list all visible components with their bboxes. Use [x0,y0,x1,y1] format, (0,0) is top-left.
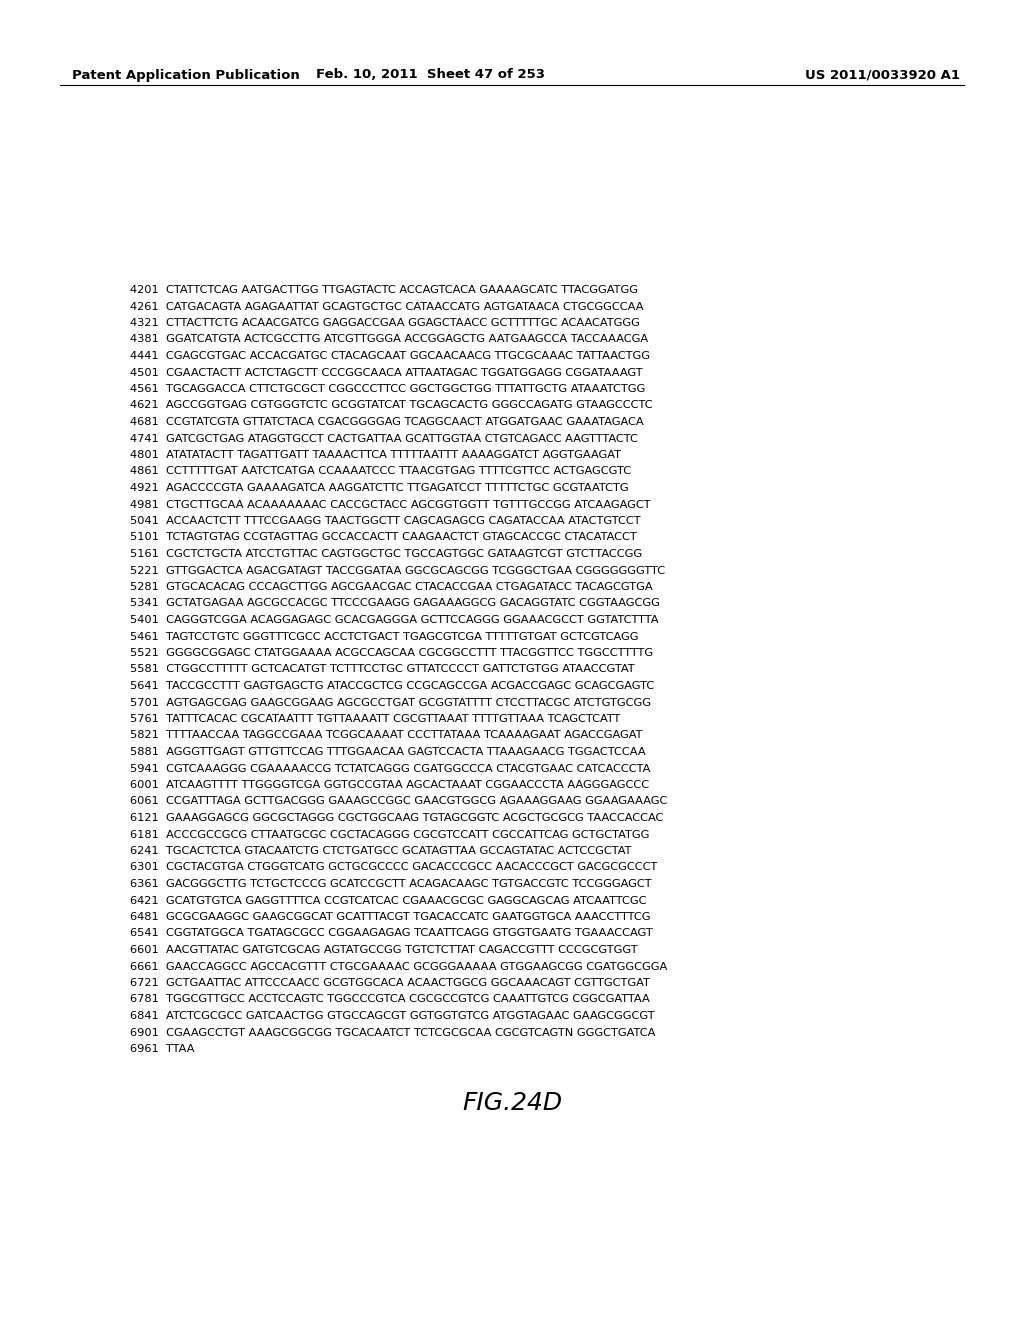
Text: 6661  GAACCAGGCC AGCCACGTTT CTGCGAAAAC GCGGGAAAAA GTGGAAGCGG CGATGGCGGA: 6661 GAACCAGGCC AGCCACGTTT CTGCGAAAAC GC… [130,961,668,972]
Text: 5341  GCTATGAGAA AGCGCCACGC TTCCCGAAGG GAGAAAGGCG GACAGGTATC CGGTAAGCGG: 5341 GCTATGAGAA AGCGCCACGC TTCCCGAAGG GA… [130,598,659,609]
Text: 4741  GATCGCTGAG ATAGGTGCCT CACTGATTAA GCATTGGTAA CTGTCAGACC AAGTTTACTC: 4741 GATCGCTGAG ATAGGTGCCT CACTGATTAA GC… [130,433,638,444]
Text: 5221  GTTGGACTCA AGACGATAGT TACCGGATAA GGCGCAGCGG TCGGGCTGAA CGGGGGGGTTC: 5221 GTTGGACTCA AGACGATAGT TACCGGATAA GG… [130,565,666,576]
Text: 6061  CCGATTTAGA GCTTGACGGG GAAAGCCGGC GAACGTGGCG AGAAAGGAAG GGAAGAAAGC: 6061 CCGATTTAGA GCTTGACGGG GAAAGCCGGC GA… [130,796,668,807]
Text: Feb. 10, 2011  Sheet 47 of 253: Feb. 10, 2011 Sheet 47 of 253 [315,69,545,82]
Text: 4261  CATGACAGTA AGAGAATTAT GCAGTGCTGC CATAACCATG AGTGATAACA CTGCGGCCAA: 4261 CATGACAGTA AGAGAATTAT GCAGTGCTGC CA… [130,301,643,312]
Text: 6241  TGCACTCTCA GTACAATCTG CTCTGATGCC GCATAGTTAA GCCAGTATAC ACTCCGCTAT: 6241 TGCACTCTCA GTACAATCTG CTCTGATGCC GC… [130,846,632,855]
Text: 4381  GGATCATGTA ACTCGCCTTG ATCGTTGGGA ACCGGAGCTG AATGAAGCCA TACCAAACGA: 4381 GGATCATGTA ACTCGCCTTG ATCGTTGGGA AC… [130,334,648,345]
Text: 6841  ATCTCGCGCC GATCAACTGG GTGCCAGCGT GGTGGTGTCG ATGGTAGAAC GAAGCGGCGT: 6841 ATCTCGCGCC GATCAACTGG GTGCCAGCGT GG… [130,1011,654,1020]
Text: 5461  TAGTCCTGTC GGGTTTCGCC ACCTCTGACT TGAGCGTCGA TTTTTGTGAT GCTCGTCAGG: 5461 TAGTCCTGTC GGGTTTCGCC ACCTCTGACT TG… [130,631,639,642]
Text: 4201  CTATTCTCAG AATGACTTGG TTGAGTACTC ACCAGTCACA GAAAAGCATC TTACGGATGG: 4201 CTATTCTCAG AATGACTTGG TTGAGTACTC AC… [130,285,638,294]
Text: 4561  TGCAGGACCA CTTCTGCGCT CGGCCCTTCC GGCTGGCTGG TTTATTGCTG ATAAATCTGG: 4561 TGCAGGACCA CTTCTGCGCT CGGCCCTTCC GG… [130,384,645,393]
Text: Patent Application Publication: Patent Application Publication [72,69,300,82]
Text: 5881  AGGGTTGAGT GTTGTTCCAG TTTGGAACAA GAGTCCACTA TTAAAGAACG TGGACTCCAA: 5881 AGGGTTGAGT GTTGTTCCAG TTTGGAACAA GA… [130,747,645,756]
Text: 4921  AGACCCCGTA GAAAAGATCA AAGGATCTTC TTGAGATCCT TTTTTCTGC GCGTAATCTG: 4921 AGACCCCGTA GAAAAGATCA AAGGATCTTC TT… [130,483,629,492]
Text: 4441  CGAGCGTGAC ACCACGATGC CTACAGCAAT GGCAACAACG TTGCGCAAAC TATTAACTGG: 4441 CGAGCGTGAC ACCACGATGC CTACAGCAAT GG… [130,351,650,360]
Text: 5581  CTGGCCTTTTT GCTCACATGT TCTTTCCTGC GTTATCCCCT GATTCTGTGG ATAACCGTAT: 5581 CTGGCCTTTTT GCTCACATGT TCTTTCCTGC G… [130,664,635,675]
Text: 5041  ACCAACTCTT TTTCCGAAGG TAACTGGCTT CAGCAGAGCG CAGATACCAA ATACTGTCCT: 5041 ACCAACTCTT TTTCCGAAGG TAACTGGCTT CA… [130,516,641,525]
Text: 4621  AGCCGGTGAG CGTGGGTCTC GCGGTATCAT TGCAGCACTG GGGCCAGATG GTAAGCCCTC: 4621 AGCCGGTGAG CGTGGGTCTC GCGGTATCAT TG… [130,400,652,411]
Text: 4801  ATATATACTT TAGATTGATT TAAAACTTCA TTTTTAATTT AAAAGGATCT AGGTGAAGAT: 4801 ATATATACTT TAGATTGATT TAAAACTTCA TT… [130,450,621,459]
Text: 6601  AACGTTATAC GATGTCGCAG AGTATGCCGG TGTCTCTTAT CAGACCGTTT CCCGCGTGGT: 6601 AACGTTATAC GATGTCGCAG AGTATGCCGG TG… [130,945,638,954]
Text: 5401  CAGGGTCGGA ACAGGAGAGC GCACGAGGGA GCTTCCAGGG GGAAACGCCT GGTATCTTTA: 5401 CAGGGTCGGA ACAGGAGAGC GCACGAGGGA GC… [130,615,658,624]
Text: 5701  AGTGAGCGAG GAAGCGGAAG AGCGCCTGAT GCGGTATTTT CTCCTTACGC ATCTGTGCGG: 5701 AGTGAGCGAG GAAGCGGAAG AGCGCCTGAT GC… [130,697,651,708]
Text: 5821  TTTTAACCAA TAGGCCGAAA TCGGCAAAAT CCCTTATAAA TCAAAAGAAT AGACCGAGAT: 5821 TTTTAACCAA TAGGCCGAAA TCGGCAAAAT CC… [130,730,642,741]
Text: 5101  TCTAGTGTAG CCGTAGTTAG GCCACCACTT CAAGAACTCT GTAGCACCGC CTACATACCT: 5101 TCTAGTGTAG CCGTAGTTAG GCCACCACTT CA… [130,532,637,543]
Text: 4681  CCGTATCGTA GTTATCTACA CGACGGGGAG TCAGGCAACT ATGGATGAAC GAAATAGACA: 4681 CCGTATCGTA GTTATCTACA CGACGGGGAG TC… [130,417,644,426]
Text: 4321  CTTACTTCTG ACAACGATCG GAGGACCGAA GGAGCTAACC GCTTTTTGC ACAACATGGG: 4321 CTTACTTCTG ACAACGATCG GAGGACCGAA GG… [130,318,640,327]
Text: 6121  GAAAGGAGCG GGCGCTAGGG CGCTGGCAAG TGTAGCGGTC ACGCTGCGCG TAACCACCAC: 6121 GAAAGGAGCG GGCGCTAGGG CGCTGGCAAG TG… [130,813,664,822]
Text: 5761  TATTTCACAC CGCATAATTT TGTTAAAATT CGCGTTAAAT TTTTGTTAAA TCAGCTCATT: 5761 TATTTCACAC CGCATAATTT TGTTAAAATT CG… [130,714,621,723]
Text: 5281  GTGCACACAG CCCAGCTTGG AGCGAACGAC CTACACCGAA CTGAGATACC TACAGCGTGA: 5281 GTGCACACAG CCCAGCTTGG AGCGAACGAC CT… [130,582,652,591]
Text: 6361  GACGGGCTTG TCTGCTCCCG GCATCCGCTT ACAGACAAGC TGTGACCGTC TCCGGGAGCT: 6361 GACGGGCTTG TCTGCTCCCG GCATCCGCTT AC… [130,879,651,888]
Text: 6301  CGCTACGTGA CTGGGTCATG GCTGCGCCCC GACACCCGCC AACACCCGCT GACGCGCCCT: 6301 CGCTACGTGA CTGGGTCATG GCTGCGCCCC GA… [130,862,657,873]
Text: FIG.24D: FIG.24D [462,1092,562,1115]
Text: 4501  CGAACTACTT ACTCTAGCTT CCCGGCAACA ATTAATAGAC TGGATGGAGG CGGATAAAGT: 4501 CGAACTACTT ACTCTAGCTT CCCGGCAACA AT… [130,367,643,378]
Text: 6961  TTAA: 6961 TTAA [130,1044,195,1053]
Text: 5521  GGGGCGGAGC CTATGGAAAA ACGCCAGCAA CGCGGCCTTT TTACGGTTCC TGGCCTTTTG: 5521 GGGGCGGAGC CTATGGAAAA ACGCCAGCAA CG… [130,648,653,657]
Text: 6481  GCGCGAAGGC GAAGCGGCAT GCATTTACGT TGACACCATC GAATGGTGCA AAACCTTTCG: 6481 GCGCGAAGGC GAAGCGGCAT GCATTTACGT TG… [130,912,650,921]
Text: 6781  TGGCGTTGCC ACCTCCAGTC TGGCCCGTCA CGCGCCGTCG CAAATTGTCG CGGCGATTAA: 6781 TGGCGTTGCC ACCTCCAGTC TGGCCCGTCA CG… [130,994,650,1005]
Text: 6541  CGGTATGGCA TGATAGCGCC CGGAAGAGAG TCAATTCAGG GTGGTGAATG TGAAACCAGT: 6541 CGGTATGGCA TGATAGCGCC CGGAAGAGAG TC… [130,928,652,939]
Text: 6721  GCTGAATTAC ATTCCCAACC GCGTGGCACA ACAACTGGCG GGCAAACAGT CGTTGCTGAT: 6721 GCTGAATTAC ATTCCCAACC GCGTGGCACA AC… [130,978,650,987]
Text: 6421  GCATGTGTCA GAGGTTTTCA CCGTCATCAC CGAAACGCGC GAGGCAGCAG ATCAATTCGC: 6421 GCATGTGTCA GAGGTTTTCA CCGTCATCAC CG… [130,895,646,906]
Text: 5161  CGCTCTGCTA ATCCTGTTAC CAGTGGCTGC TGCCAGTGGC GATAAGTCGT GTCTTACCGG: 5161 CGCTCTGCTA ATCCTGTTAC CAGTGGCTGC TG… [130,549,642,558]
Text: 6901  CGAAGCCTGT AAAGCGGCGG TGCACAATCT TCTCGCGCAA CGCGTCAGTN GGGCTGATCA: 6901 CGAAGCCTGT AAAGCGGCGG TGCACAATCT TC… [130,1027,655,1038]
Text: US 2011/0033920 A1: US 2011/0033920 A1 [805,69,961,82]
Text: 6001  ATCAAGTTTT TTGGGGTCGA GGTGCCGTAA AGCACTAAAT CGGAACCCTA AAGGGAGCCC: 6001 ATCAAGTTTT TTGGGGTCGA GGTGCCGTAA AG… [130,780,649,789]
Text: 5641  TACCGCCTTT GAGTGAGCTG ATACCGCTCG CCGCAGCCGA ACGACCGAGC GCAGCGAGTC: 5641 TACCGCCTTT GAGTGAGCTG ATACCGCTCG CC… [130,681,654,690]
Text: 6181  ACCCGCCGCG CTTAATGCGC CGCTACAGGG CGCGTCCATT CGCCATTCAG GCTGCTATGG: 6181 ACCCGCCGCG CTTAATGCGC CGCTACAGGG CG… [130,829,649,840]
Text: 4861  CCTTTTTGAT AATCTCATGA CCAAAATCCC TTAACGTGAG TTTTCGTTCC ACTGAGCGTC: 4861 CCTTTTTGAT AATCTCATGA CCAAAATCCC TT… [130,466,631,477]
Text: 4981  CTGCTTGCAA ACAAAAAAAC CACCGCTACC AGCGGTGGTT TGTTTGCCGG ATCAAGAGCT: 4981 CTGCTTGCAA ACAAAAAAAC CACCGCTACC AG… [130,499,650,510]
Text: 5941  CGTCAAAGGG CGAAAAACCG TCTATCAGGG CGATGGCCCA CTACGTGAAC CATCACCCTA: 5941 CGTCAAAGGG CGAAAAACCG TCTATCAGGG CG… [130,763,650,774]
